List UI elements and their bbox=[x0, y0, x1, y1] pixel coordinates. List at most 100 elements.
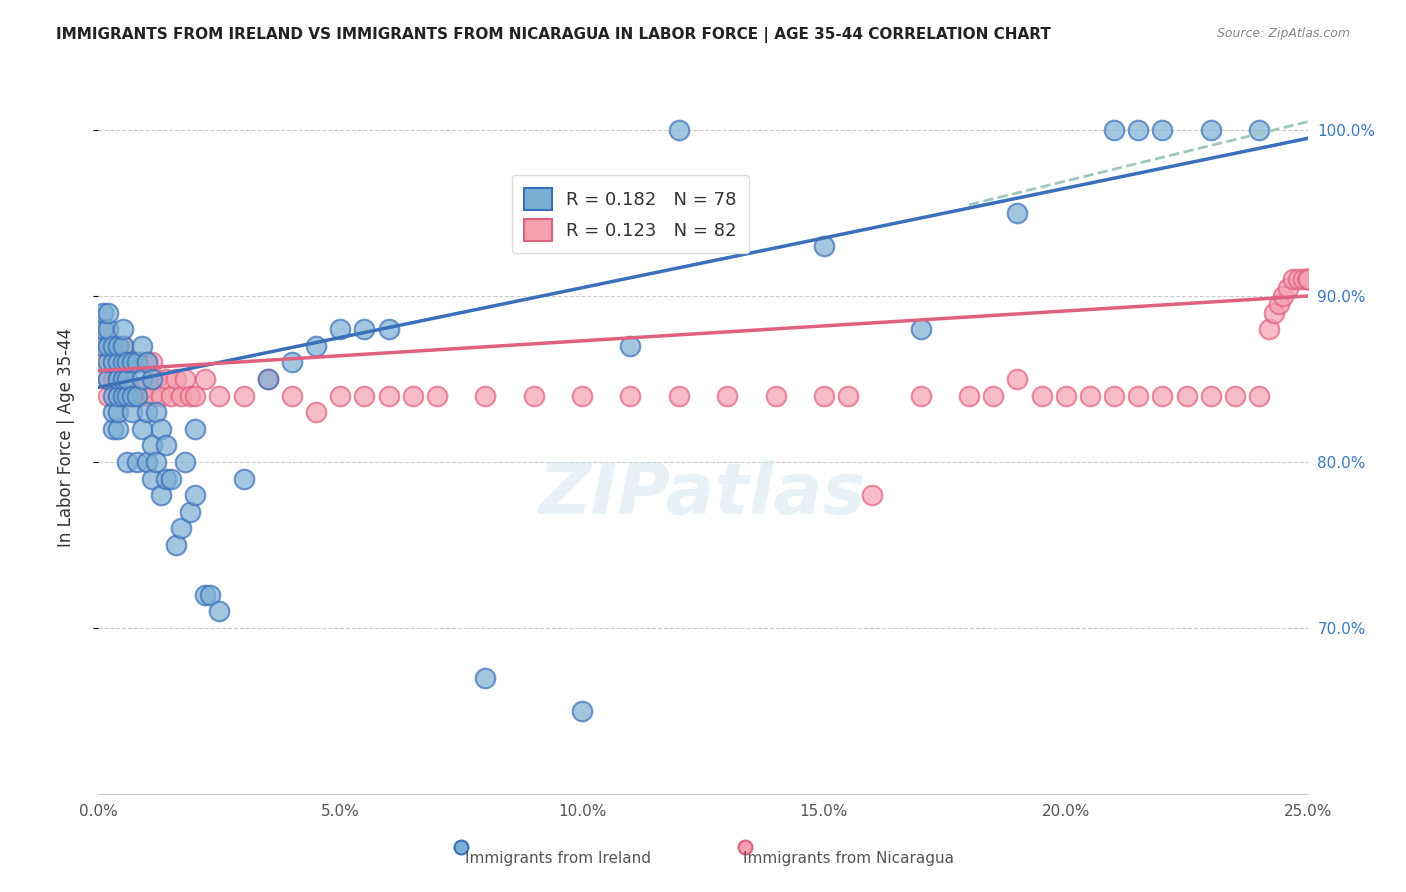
Immigrants from Nicaragua bbox=[1263, 305, 1285, 319]
Immigrants from Ireland bbox=[91, 322, 114, 336]
Immigrants from Nicaragua bbox=[1257, 322, 1279, 336]
Immigrants from Nicaragua bbox=[111, 339, 134, 353]
Immigrants from Ireland bbox=[150, 488, 173, 502]
Immigrants from Nicaragua bbox=[91, 355, 114, 369]
Immigrants from Ireland bbox=[179, 505, 201, 519]
Immigrants from Ireland bbox=[107, 355, 129, 369]
Immigrants from Nicaragua bbox=[165, 372, 187, 386]
Immigrants from Ireland bbox=[232, 472, 254, 486]
Immigrants from Nicaragua bbox=[957, 388, 980, 402]
Immigrants from Nicaragua bbox=[1078, 388, 1101, 402]
Immigrants from Nicaragua bbox=[169, 388, 191, 402]
Immigrants from Nicaragua bbox=[1249, 388, 1271, 402]
Immigrants from Ireland bbox=[117, 372, 139, 386]
Immigrants from Ireland bbox=[101, 355, 124, 369]
Immigrants from Ireland bbox=[107, 372, 129, 386]
Immigrants from Ireland bbox=[155, 472, 177, 486]
Immigrants from Nicaragua bbox=[353, 388, 375, 402]
Immigrants from Ireland bbox=[97, 355, 120, 369]
Immigrants from Ireland bbox=[101, 422, 124, 436]
Immigrants from Ireland bbox=[256, 372, 278, 386]
Immigrants from Nicaragua bbox=[1277, 281, 1299, 295]
Immigrants from Ireland bbox=[107, 422, 129, 436]
Immigrants from Ireland bbox=[135, 355, 157, 369]
Immigrants from Ireland bbox=[184, 422, 207, 436]
Immigrants from Ireland bbox=[145, 455, 167, 469]
Immigrants from Nicaragua bbox=[910, 388, 932, 402]
Immigrants from Ireland bbox=[91, 339, 114, 353]
Immigrants from Nicaragua bbox=[1296, 272, 1319, 286]
Immigrants from Nicaragua bbox=[127, 355, 149, 369]
Immigrants from Ireland bbox=[1249, 123, 1271, 137]
Text: Immigrants from Nicaragua: Immigrants from Nicaragua bbox=[742, 851, 953, 866]
Immigrants from Nicaragua bbox=[208, 388, 231, 402]
Immigrants from Ireland bbox=[169, 521, 191, 535]
Immigrants from Ireland bbox=[141, 472, 163, 486]
Immigrants from Ireland bbox=[111, 388, 134, 402]
Immigrants from Ireland bbox=[97, 339, 120, 353]
Immigrants from Ireland bbox=[131, 339, 153, 353]
Immigrants from Nicaragua bbox=[571, 388, 593, 402]
Immigrants from Nicaragua bbox=[668, 388, 690, 402]
Immigrants from Ireland bbox=[121, 388, 143, 402]
Immigrants from Ireland bbox=[111, 322, 134, 336]
Immigrants from Ireland bbox=[135, 455, 157, 469]
Immigrants from Ireland bbox=[165, 538, 187, 552]
Immigrants from Nicaragua bbox=[174, 372, 197, 386]
Immigrants from Ireland bbox=[208, 604, 231, 618]
Immigrants from Nicaragua bbox=[1272, 289, 1295, 303]
Immigrants from Nicaragua bbox=[1152, 388, 1174, 402]
Immigrants from Ireland bbox=[141, 438, 163, 452]
Text: IMMIGRANTS FROM IRELAND VS IMMIGRANTS FROM NICARAGUA IN LABOR FORCE | AGE 35-44 : IMMIGRANTS FROM IRELAND VS IMMIGRANTS FR… bbox=[56, 27, 1052, 43]
Immigrants from Ireland bbox=[474, 671, 496, 685]
Immigrants from Nicaragua bbox=[135, 355, 157, 369]
Immigrants from Nicaragua bbox=[91, 339, 114, 353]
Immigrants from Nicaragua bbox=[1128, 388, 1150, 402]
Immigrants from Ireland bbox=[1199, 123, 1222, 137]
Immigrants from Nicaragua bbox=[111, 388, 134, 402]
Immigrants from Nicaragua bbox=[1199, 388, 1222, 402]
Immigrants from Nicaragua bbox=[1296, 272, 1319, 286]
Immigrants from Ireland bbox=[155, 438, 177, 452]
Immigrants from Nicaragua bbox=[117, 355, 139, 369]
Immigrants from Nicaragua bbox=[1267, 297, 1289, 311]
Immigrants from Nicaragua bbox=[121, 355, 143, 369]
Immigrants from Nicaragua bbox=[127, 388, 149, 402]
Immigrants from Ireland bbox=[111, 355, 134, 369]
Immigrants from Ireland bbox=[101, 405, 124, 419]
Immigrants from Nicaragua bbox=[619, 388, 641, 402]
Text: Source: ZipAtlas.com: Source: ZipAtlas.com bbox=[1216, 27, 1350, 40]
Immigrants from Nicaragua bbox=[121, 388, 143, 402]
Immigrants from Ireland bbox=[305, 339, 328, 353]
Immigrants from Nicaragua bbox=[160, 388, 183, 402]
Immigrants from Nicaragua bbox=[1296, 272, 1319, 286]
Immigrants from Nicaragua bbox=[1223, 388, 1246, 402]
Immigrants from Nicaragua bbox=[97, 372, 120, 386]
Immigrants from Nicaragua bbox=[474, 388, 496, 402]
Immigrants from Nicaragua bbox=[1286, 272, 1309, 286]
Immigrants from Nicaragua bbox=[91, 322, 114, 336]
Immigrants from Ireland bbox=[91, 305, 114, 319]
Text: Immigrants from Ireland: Immigrants from Ireland bbox=[465, 851, 651, 866]
Immigrants from Nicaragua bbox=[256, 372, 278, 386]
Immigrants from Nicaragua bbox=[111, 364, 134, 378]
Immigrants from Ireland bbox=[111, 372, 134, 386]
Immigrants from Nicaragua bbox=[860, 488, 883, 502]
Immigrants from Ireland bbox=[131, 422, 153, 436]
Immigrants from Ireland bbox=[329, 322, 352, 336]
Immigrants from Nicaragua bbox=[813, 388, 835, 402]
Immigrants from Ireland bbox=[668, 123, 690, 137]
Immigrants from Nicaragua bbox=[716, 388, 738, 402]
Immigrants from Nicaragua bbox=[101, 339, 124, 353]
Immigrants from Ireland bbox=[1152, 123, 1174, 137]
Immigrants from Nicaragua bbox=[101, 355, 124, 369]
Immigrants from Nicaragua bbox=[184, 388, 207, 402]
Immigrants from Ireland bbox=[353, 322, 375, 336]
Immigrants from Nicaragua bbox=[131, 355, 153, 369]
Immigrants from Ireland bbox=[184, 488, 207, 502]
Immigrants from Nicaragua bbox=[232, 388, 254, 402]
Immigrants from Nicaragua bbox=[402, 388, 425, 402]
Immigrants from Nicaragua bbox=[117, 388, 139, 402]
Immigrants from Ireland bbox=[1007, 206, 1029, 220]
Immigrants from Ireland bbox=[107, 339, 129, 353]
